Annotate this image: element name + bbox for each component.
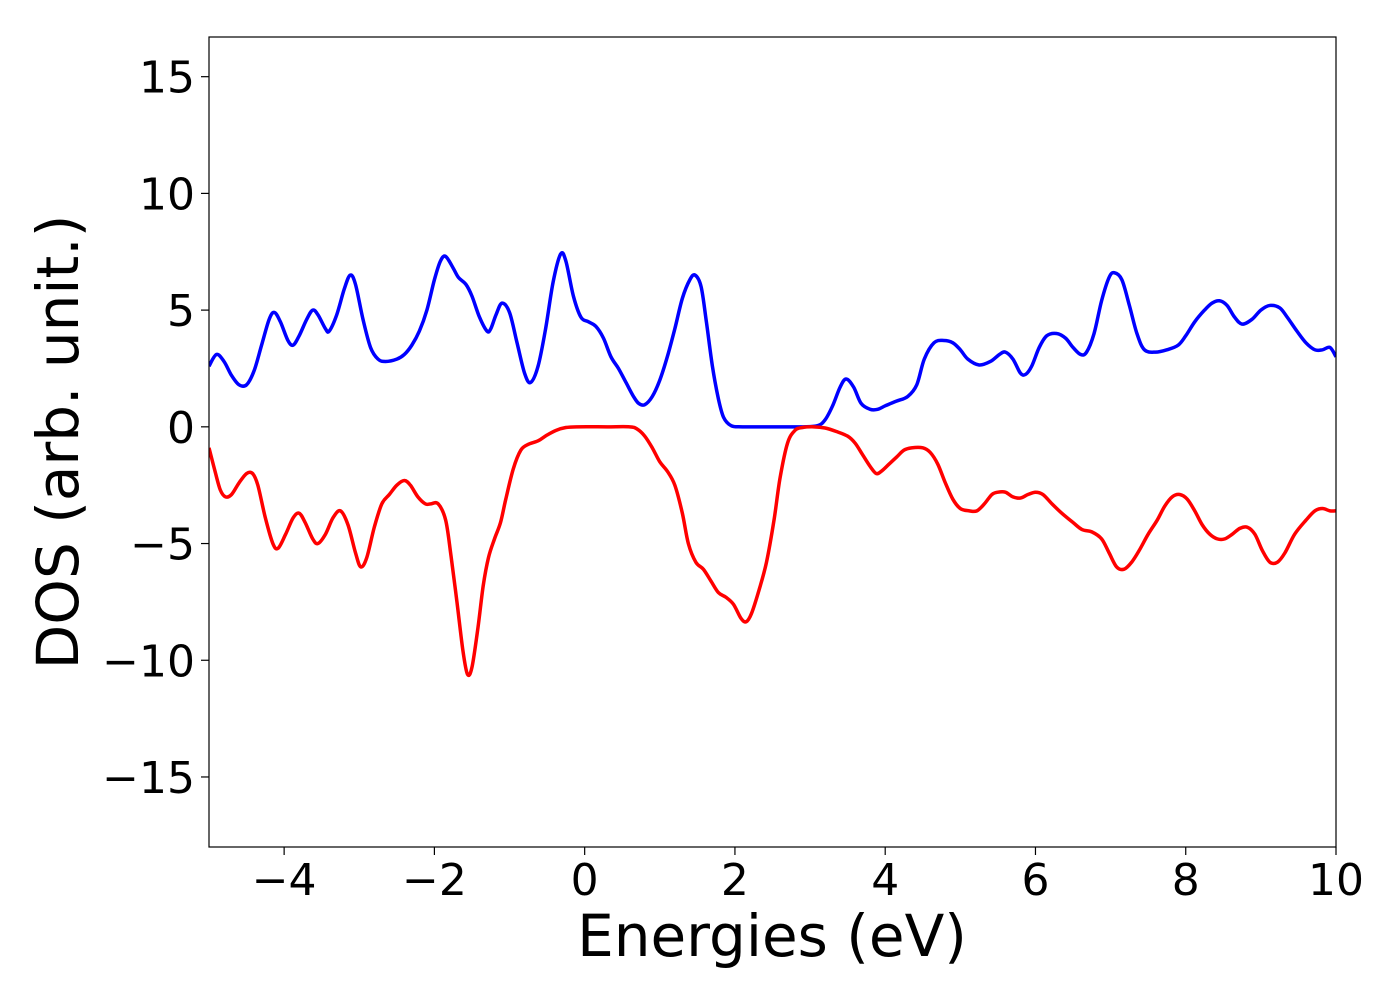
y-tick-label: −10 [102, 636, 195, 687]
y-axis-title: DOS (arb. unit.) [24, 215, 92, 670]
y-tick-label: 10 [139, 169, 195, 220]
x-tick-label: 6 [1021, 855, 1049, 906]
plot-frame [208, 36, 1337, 848]
plot-background [209, 37, 1336, 847]
plot-area [209, 37, 1336, 847]
x-tick-label: −4 [252, 855, 317, 906]
x-axis-title: Energies (eV) [577, 902, 967, 970]
series-layer [209, 250, 1336, 678]
y-tick-label: 0 [167, 403, 195, 454]
y-axis-ticks: −15 −10 −5 0 5 10 15 [102, 53, 209, 804]
x-tick-label: 4 [871, 855, 899, 906]
dos-series-down [209, 424, 1336, 678]
y-tick-label: −5 [130, 520, 195, 571]
x-tick-label: 8 [1172, 855, 1200, 906]
y-tick-label: 15 [139, 53, 195, 104]
x-tick-label: 0 [571, 855, 599, 906]
dos-series-up [209, 250, 1336, 429]
y-tick-label: 5 [167, 286, 195, 337]
y-tick-label: −15 [102, 753, 195, 804]
x-tick-label: 2 [721, 855, 749, 906]
x-tick-label: 10 [1308, 855, 1364, 906]
x-axis-ticks: −4 −2 0 2 4 6 8 10 [252, 847, 1364, 906]
x-tick-label: −2 [402, 855, 467, 906]
